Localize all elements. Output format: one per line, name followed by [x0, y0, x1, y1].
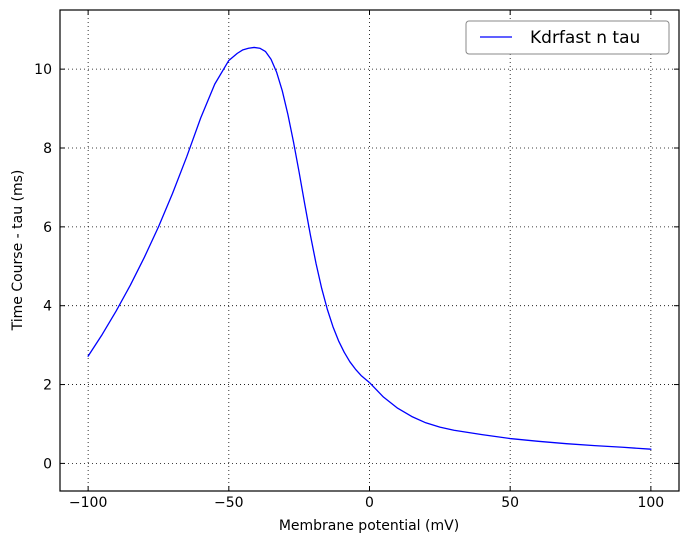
series-layer — [87, 46, 652, 450]
x-axis-label: Membrane potential (mV) — [279, 518, 459, 534]
y-tick-label: 2 — [43, 378, 52, 394]
ticks — [60, 10, 679, 491]
series-line — [87, 46, 652, 450]
x-tick-label: −100 — [69, 495, 107, 511]
tick-labels: −100 −50 0 50 100 0 2 4 6 8 10 — [34, 62, 664, 511]
y-axis-label: Time Course - tau (ms) — [10, 170, 26, 332]
legend-label: Kdrfast n tau — [530, 28, 640, 48]
x-tick-label: 100 — [637, 495, 664, 511]
y-tick-label: 8 — [43, 141, 52, 157]
gridlines — [60, 10, 679, 491]
y-tick-label: 0 — [43, 456, 52, 472]
x-tick-label: 0 — [365, 495, 374, 511]
legend-box — [465, 20, 670, 55]
y-tick-label: 6 — [43, 220, 52, 236]
y-tick-label: 10 — [34, 62, 52, 78]
x-tick-label: −50 — [214, 495, 244, 511]
x-tick-label: 50 — [501, 495, 519, 511]
legend: Kdrfast n tau — [465, 20, 670, 55]
y-tick-label: 4 — [43, 299, 52, 315]
